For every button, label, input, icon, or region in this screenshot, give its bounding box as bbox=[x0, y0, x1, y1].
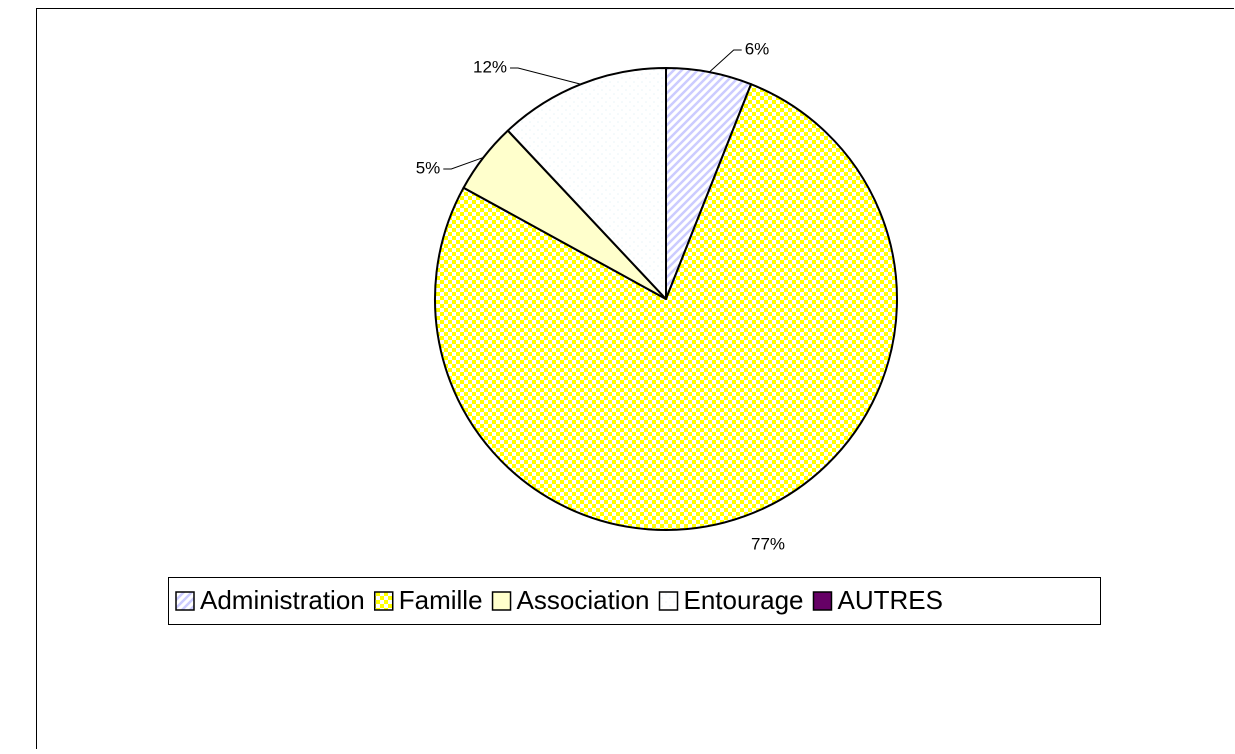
data-label: 12% bbox=[473, 57, 507, 76]
leader-line bbox=[708, 49, 742, 73]
legend-swatch bbox=[175, 591, 195, 611]
legend-swatch bbox=[812, 591, 833, 611]
legend-swatch bbox=[658, 591, 679, 611]
leader-line bbox=[510, 67, 582, 85]
data-label: 5% bbox=[416, 158, 441, 177]
legend-label: Famille bbox=[399, 585, 483, 615]
legend-label: Administration bbox=[200, 585, 365, 615]
legend-label: Entourage bbox=[684, 585, 804, 615]
leader-line bbox=[443, 156, 484, 170]
legend-box bbox=[168, 577, 1101, 625]
legend-swatch bbox=[491, 591, 512, 611]
pie-slice bbox=[434, 83, 898, 531]
pie-slice bbox=[506, 67, 667, 300]
legend-label: AUTRES bbox=[837, 585, 942, 615]
data-label: 6% bbox=[745, 39, 770, 58]
legend-label: Association bbox=[517, 585, 650, 615]
data-label: 77% bbox=[751, 534, 785, 553]
chart-frame bbox=[36, 8, 1234, 749]
legend-swatch bbox=[373, 591, 394, 611]
